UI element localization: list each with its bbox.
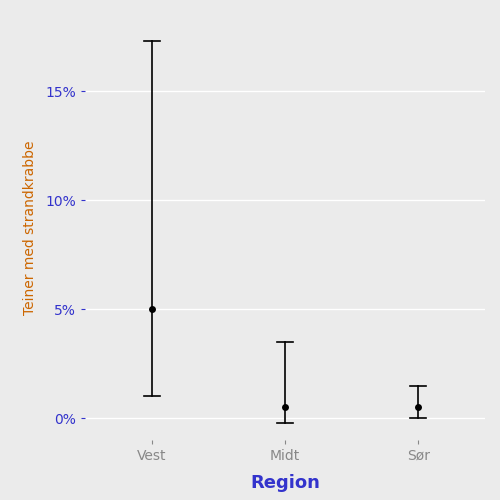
Y-axis label: Teiner med strandkrabbe: Teiner med strandkrabbe bbox=[23, 140, 37, 315]
X-axis label: Region: Region bbox=[250, 474, 320, 492]
